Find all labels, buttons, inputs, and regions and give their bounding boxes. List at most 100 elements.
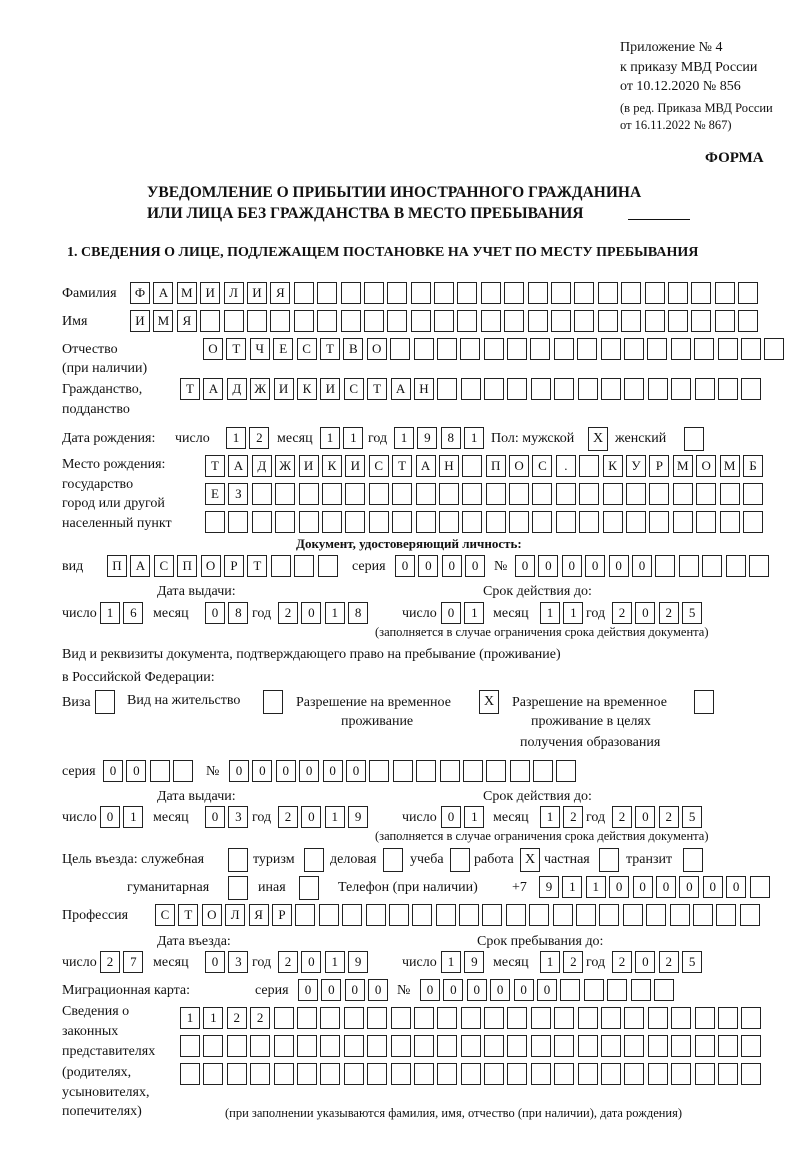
char-box[interactable] (507, 1007, 528, 1029)
char-box[interactable]: 2 (278, 806, 298, 828)
char-box[interactable]: И (298, 455, 319, 477)
char-box[interactable] (413, 1007, 434, 1029)
char-box[interactable]: 0 (515, 555, 535, 577)
char-box[interactable] (365, 904, 386, 926)
char-box[interactable] (293, 282, 314, 304)
char-box[interactable]: О (366, 338, 387, 360)
char-box[interactable] (624, 1007, 645, 1029)
char-box[interactable] (649, 483, 670, 505)
char-box[interactable]: 0 (252, 760, 273, 782)
char-box[interactable] (340, 282, 361, 304)
char-box[interactable] (321, 483, 342, 505)
char-box[interactable] (298, 483, 319, 505)
char-box[interactable]: 9 (348, 951, 369, 973)
char-box[interactable]: 2 (278, 602, 298, 624)
char-box[interactable] (554, 1035, 575, 1057)
char-box[interactable] (714, 310, 735, 332)
char-box[interactable]: 0 (635, 806, 656, 828)
char-box[interactable]: И (345, 455, 366, 477)
char-box[interactable] (438, 511, 459, 533)
char-box[interactable]: У (626, 455, 647, 477)
char-box[interactable] (509, 483, 530, 505)
char-box[interactable]: 1 (540, 602, 560, 624)
char-box[interactable] (597, 310, 618, 332)
char-box[interactable] (460, 338, 481, 360)
char-box[interactable] (250, 1035, 271, 1057)
char-box[interactable] (691, 310, 712, 332)
char-box[interactable]: Б (742, 455, 763, 477)
char-box[interactable]: О (201, 904, 222, 926)
char-box[interactable] (437, 1007, 458, 1029)
char-box[interactable] (320, 1007, 341, 1029)
char-box[interactable]: 2 (612, 951, 632, 973)
char-box[interactable]: 1 (562, 876, 583, 898)
char-box[interactable] (462, 760, 483, 782)
char-box[interactable] (530, 378, 551, 400)
char-box[interactable]: А (203, 378, 224, 400)
char-box[interactable]: 0 (205, 951, 225, 973)
char-box[interactable] (671, 378, 692, 400)
char-box[interactable] (532, 483, 553, 505)
char-box[interactable] (504, 282, 525, 304)
char-box[interactable] (437, 1063, 458, 1085)
char-box[interactable] (644, 282, 665, 304)
char-box[interactable] (716, 904, 737, 926)
char-box[interactable] (742, 511, 763, 533)
char-box[interactable] (644, 310, 665, 332)
char-box[interactable]: О (203, 338, 223, 360)
char-box[interactable] (369, 760, 390, 782)
char-box[interactable]: 0 (609, 876, 630, 898)
purpose-work-checkbox[interactable]: X (520, 848, 540, 872)
char-box[interactable] (719, 483, 740, 505)
visa-checkbox[interactable] (95, 690, 115, 714)
char-box[interactable] (415, 483, 436, 505)
char-box[interactable] (741, 1035, 762, 1057)
char-box[interactable] (607, 979, 628, 1001)
char-box[interactable] (390, 338, 411, 360)
char-box[interactable]: 0 (321, 979, 342, 1001)
char-box[interactable]: З (228, 483, 249, 505)
char-box[interactable] (439, 760, 460, 782)
char-box[interactable] (624, 1063, 645, 1085)
char-box[interactable] (485, 511, 506, 533)
char-box[interactable] (507, 378, 528, 400)
char-box[interactable] (482, 904, 503, 926)
char-box[interactable]: 0 (420, 979, 440, 1001)
char-box[interactable]: И (273, 378, 294, 400)
char-box[interactable] (416, 760, 437, 782)
char-box[interactable] (368, 483, 389, 505)
char-box[interactable] (296, 1035, 317, 1057)
char-box[interactable]: 0 (126, 760, 147, 782)
char-box[interactable] (387, 310, 408, 332)
char-box[interactable]: О (200, 555, 221, 577)
char-box[interactable] (551, 282, 572, 304)
char-box[interactable]: 0 (418, 555, 439, 577)
char-box[interactable] (203, 1063, 224, 1085)
char-box[interactable]: 9 (417, 427, 438, 449)
char-box[interactable] (459, 904, 480, 926)
char-box[interactable] (717, 1063, 738, 1085)
char-box[interactable] (678, 555, 699, 577)
char-box[interactable]: 2 (563, 951, 584, 973)
char-box[interactable]: . (555, 455, 576, 477)
char-box[interactable]: 2 (563, 806, 584, 828)
char-box[interactable] (223, 310, 244, 332)
char-box[interactable]: С (153, 555, 174, 577)
char-box[interactable] (296, 1007, 317, 1029)
char-box[interactable] (552, 904, 573, 926)
char-box[interactable] (317, 310, 338, 332)
char-box[interactable]: 0 (205, 602, 225, 624)
char-box[interactable] (647, 1063, 668, 1085)
char-box[interactable]: 8 (228, 602, 249, 624)
char-box[interactable] (484, 378, 505, 400)
char-box[interactable] (554, 378, 575, 400)
char-box[interactable]: 0 (441, 602, 461, 624)
char-box[interactable] (530, 1007, 551, 1029)
char-box[interactable]: 2 (612, 602, 632, 624)
char-box[interactable] (390, 1063, 411, 1085)
char-box[interactable] (742, 483, 763, 505)
char-box[interactable]: 6 (123, 602, 144, 624)
char-box[interactable] (740, 338, 761, 360)
char-box[interactable] (507, 1035, 528, 1057)
char-box[interactable] (577, 1063, 598, 1085)
